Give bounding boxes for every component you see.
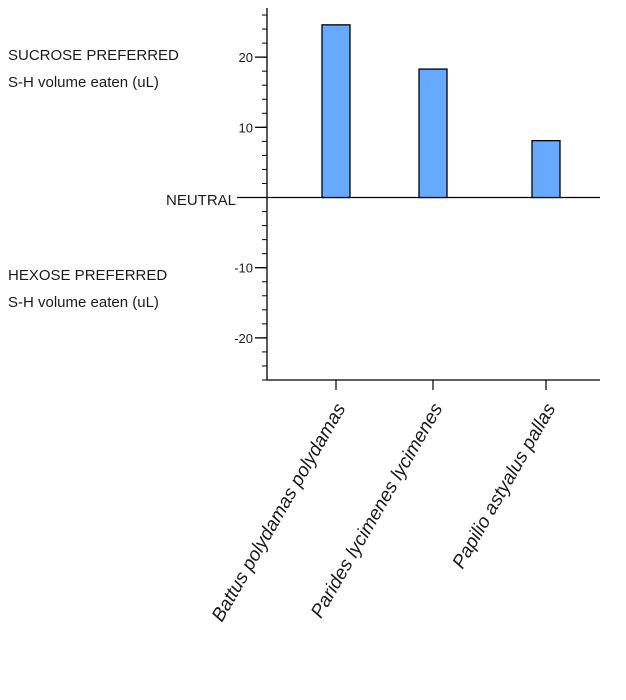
bar xyxy=(321,24,351,199)
sucrose-volume-label: S-H volume eaten (uL) xyxy=(8,74,159,91)
y-tick-label: 10 xyxy=(239,120,253,135)
bars-layer xyxy=(321,24,561,199)
hexose-preferred-label: HEXOSE PREFERRED xyxy=(8,267,167,284)
neutral-label: NEUTRAL xyxy=(166,192,236,209)
y-tick-label: 20 xyxy=(239,50,253,65)
labels-layer: SUCROSE PREFERRED S-H volume eaten (uL) … xyxy=(8,47,236,311)
bar xyxy=(418,68,448,199)
sucrose-preferred-label: SUCROSE PREFERRED xyxy=(8,47,179,64)
y-tick-label: -10 xyxy=(234,261,253,276)
y-tick-label: -20 xyxy=(234,331,253,346)
bar xyxy=(531,140,561,199)
x-category-label: Papilio astyalus pallas xyxy=(449,400,561,573)
hexose-volume-label: S-H volume eaten (uL) xyxy=(8,294,159,311)
